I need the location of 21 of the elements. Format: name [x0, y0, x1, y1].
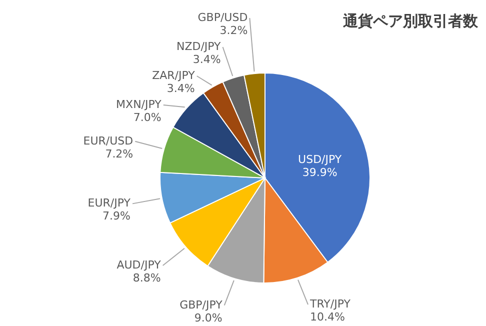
data-label: 3.2% — [220, 24, 248, 37]
data-label: 7.2% — [105, 147, 134, 160]
slice-label: NZD/JPY — [176, 40, 222, 53]
data-label: 10.4% — [310, 310, 345, 324]
data-label: 7.0% — [133, 111, 162, 124]
data-label: 3.4% — [192, 53, 221, 66]
slice-label: EUR/USD — [83, 134, 134, 148]
slice-label: TRY/JPY — [309, 298, 351, 311]
slice-label: USD/JPY — [298, 152, 342, 166]
data-label: 8.8% — [132, 271, 161, 284]
data-label: 39.9% — [302, 166, 338, 179]
slice-label: AUD/JPY — [116, 258, 162, 272]
data-label: 9.0% — [194, 311, 222, 324]
slice-label: ZAR/JPY — [152, 69, 196, 82]
slice-label: EUR/JPY — [88, 196, 131, 210]
data-label: 3.4% — [166, 82, 195, 95]
data-label: 7.9% — [102, 210, 131, 223]
text: 通貨ペア別取引者数 — [342, 12, 479, 30]
slice-label: GBP/USD — [198, 11, 248, 24]
slice-label: MXN/JPY — [116, 98, 162, 111]
slice-label: GBP/JPY — [180, 298, 223, 312]
